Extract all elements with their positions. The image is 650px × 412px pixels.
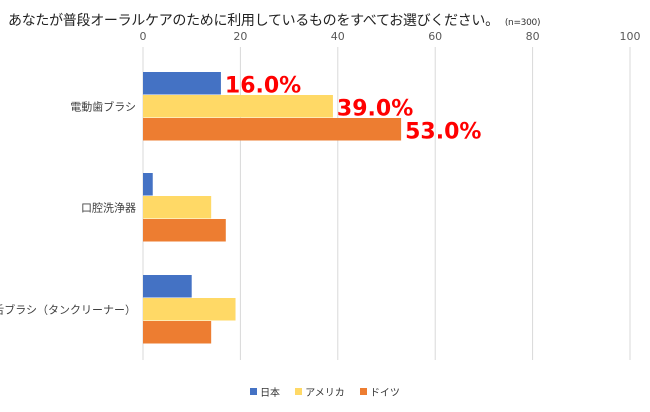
x-tick-label: 0 (140, 30, 147, 43)
category-label: 口腔洗浄器 (81, 200, 136, 214)
data-label: 53.0% (405, 120, 481, 145)
bar (143, 321, 212, 344)
legend-swatch-japan (250, 388, 258, 395)
legend-swatch-germany (359, 388, 367, 395)
chart-title: あなたが普段オーラルケアのために利用しているものをすべてお選びください。 (n=3… (8, 10, 540, 30)
bar (143, 72, 221, 95)
bar (143, 95, 333, 118)
legend-item-germany: ドイツ (359, 384, 400, 399)
legend-label-japan: 日本 (260, 388, 281, 399)
data-label: 16.0% (225, 74, 301, 99)
legend-item-usa: アメリカ (295, 384, 345, 399)
legend-item-japan: 日本 (250, 384, 280, 399)
legend-label-usa: アメリカ (305, 388, 345, 399)
legend: 日本 アメリカ ドイツ (0, 384, 650, 399)
bar (143, 298, 236, 321)
data-label: 39.0% (337, 97, 413, 122)
bar (143, 118, 402, 141)
category-label: 舌ブラシ（タンクリーナー） (0, 302, 136, 316)
bar (143, 173, 153, 196)
bar (143, 275, 192, 298)
x-tick-label: 20 (233, 30, 247, 43)
x-tick-label: 80 (526, 30, 540, 43)
legend-swatch-usa (295, 388, 303, 395)
bar (143, 219, 226, 242)
legend-label-germany: ドイツ (369, 388, 400, 399)
x-tick-label: 60 (428, 30, 442, 43)
bar (143, 196, 212, 219)
chart-title-text: あなたが普段オーラルケアのために利用しているものをすべてお選びください。 (8, 13, 499, 29)
x-tick-label: 100 (620, 30, 641, 43)
category-label: 電動歯ブラシ (70, 99, 136, 113)
sample-size-note: (n=300) (504, 18, 541, 28)
x-tick-label: 40 (331, 30, 345, 43)
